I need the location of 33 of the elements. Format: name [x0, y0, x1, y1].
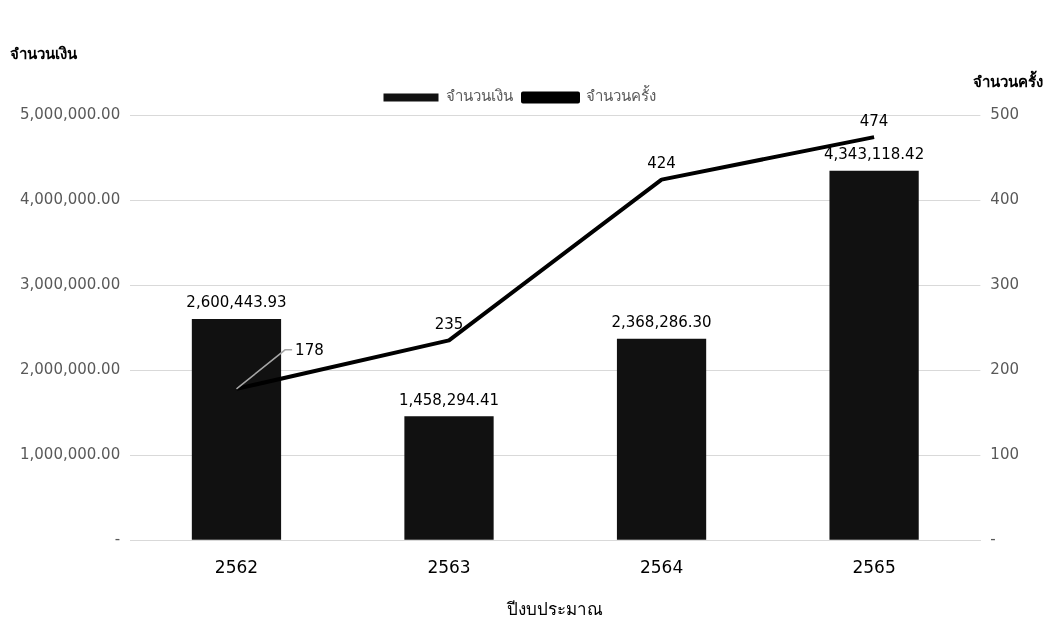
y-axis-title: จำนวนเงิน: [10, 44, 77, 65]
bar: [616, 338, 707, 540]
y2-tick-label: 500: [990, 104, 1020, 123]
legend-label: จำนวนครั้ง: [585, 85, 656, 106]
bar: [404, 416, 494, 540]
data-label: 2,600,443.93: [186, 293, 287, 312]
bar: [191, 319, 282, 540]
y2-tick-label: 400: [990, 189, 1020, 208]
y-tick-label: -: [114, 530, 121, 549]
y-tick-label: 3,000,000.00: [19, 274, 121, 293]
legend-label: จำนวนเงิน: [446, 87, 513, 106]
data-label: 235: [434, 314, 464, 333]
x-tick-label: 2562: [214, 556, 259, 577]
y-tick-label: 4,000,000.00: [19, 189, 121, 208]
x-tick-label: 2563: [427, 556, 471, 577]
data-label: 4,343,118.42: [824, 145, 925, 164]
y-tick-label: 2,000,000.00: [19, 360, 121, 379]
data-label: 178: [295, 341, 324, 360]
x-tick-label: 2564: [639, 556, 684, 577]
y2-tick-label: 200: [990, 360, 1020, 379]
y2-tick-label: -: [990, 530, 996, 549]
data-label: 424: [647, 154, 676, 173]
y2-tick-label: 100: [990, 445, 1020, 464]
y-tick-label: 5,000,000.00: [19, 104, 121, 123]
x-tick-label: 2565: [852, 556, 896, 577]
y2-tick-label: 300: [990, 274, 1020, 293]
data-label: 2,368,286.30: [611, 313, 712, 332]
data-label: 1,458,294.41: [398, 390, 500, 409]
y-tick-label: 1,000,000.00: [19, 445, 121, 464]
x-axis-title: ปีงบประมาณ: [506, 599, 604, 620]
data-label: 474: [859, 111, 889, 130]
y2-axis-title: จำนวนครั้ง: [973, 70, 1043, 93]
bar: [829, 170, 919, 540]
